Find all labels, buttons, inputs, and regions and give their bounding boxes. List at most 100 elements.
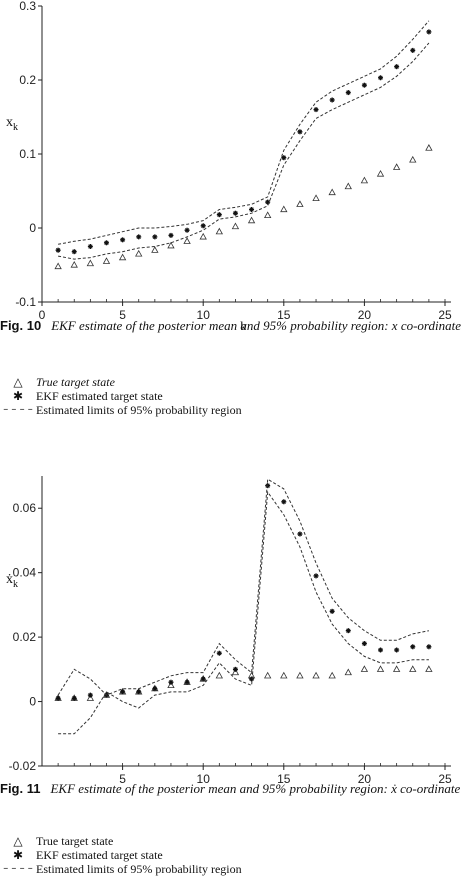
fig10-y-tick-label: 0.2 <box>19 73 36 87</box>
fig10-ekf-estimate-point <box>426 29 432 35</box>
fig10-ekf-estimate-point <box>281 155 287 161</box>
fig11-true-state-point <box>86 694 95 701</box>
fig11-true-state-point <box>328 671 336 679</box>
fig10-true-state-point <box>392 163 401 170</box>
fig10-ekf-estimate-point <box>136 234 142 240</box>
fig11-ekf-estimate-point <box>265 483 271 489</box>
fig10-true-state-point <box>86 259 95 267</box>
fig11-legend-ekf: ✱ EKF estimated target state <box>0 848 474 862</box>
fig11-ekf-estimate-point <box>426 644 432 650</box>
fig10-true-state-point <box>231 222 240 230</box>
fig11-true-state-point <box>392 665 401 672</box>
fig10-legend: △ True target state ✱ EKF estimated targ… <box>0 375 474 417</box>
fig10-ekf-estimate-point <box>345 90 351 96</box>
fig10-x-tick-label: 5 <box>119 308 126 322</box>
triangle-icon: △ <box>13 375 23 389</box>
fig10-true-state-point <box>264 211 272 219</box>
fig10-limit-line-3 <box>58 42 430 260</box>
fig11-ekf-estimate-point <box>394 647 400 653</box>
fig10-ekf-estimate-point <box>152 234 158 240</box>
fig10-x-tick-label: 10 <box>197 308 211 322</box>
fig10-legend-true: △ True target state <box>0 375 474 389</box>
fig10-true-state-point <box>183 237 191 244</box>
fig10-ekf-estimate-point <box>71 249 77 255</box>
dashed-line-icon: – – – – <box>3 404 33 415</box>
fig10-true-state-point <box>199 232 207 240</box>
fig11-limit-line-2 <box>57 478 429 696</box>
fig11-ekf-estimate-point <box>345 628 351 634</box>
dashed-line-icon: – – – – <box>3 863 33 874</box>
fig11-ekf-estimate-point <box>216 650 222 656</box>
fig10-ekf-estimate-point <box>103 240 109 246</box>
fig10-y-axis-label-sub: k <box>13 122 18 133</box>
fig11-ekf-estimate-point <box>378 647 384 653</box>
fig10-caption-text: EKF estimate of the posterior mean and 9… <box>51 318 461 333</box>
fig11-legend-ekf-label: EKF estimated target state <box>36 848 163 862</box>
fig11-y-tick-label: 0 <box>29 695 36 709</box>
fig10-true-state-point <box>296 200 304 207</box>
fig10-true-state-point <box>167 241 175 249</box>
fig10-y-tick-label: 0.1 <box>19 147 36 161</box>
fig10-true-state-point <box>102 257 111 264</box>
fig10-ekf-estimate-point <box>216 212 222 218</box>
fig11-ekf-estimate-point <box>71 695 77 701</box>
fig11-ekf-estimate-point <box>232 666 238 672</box>
fig11-true-state-point <box>264 671 272 679</box>
fig10-ekf-estimate-point <box>120 237 126 243</box>
fig10-y-tick-label: 0.3 <box>19 0 36 13</box>
fig10-x-tick-label: 0 <box>39 308 46 322</box>
fig11-legend-true-label: True target state <box>36 834 114 848</box>
fig10-true-state-point <box>425 144 433 151</box>
fig10-legend-ekf: ✱ EKF estimated target state <box>0 389 474 403</box>
fig11-y-tick-label: 0.06 <box>13 501 37 515</box>
fig11-true-state-point <box>425 665 433 672</box>
fig11-ekf-estimate-point <box>152 686 158 692</box>
fig11-true-state-point <box>231 668 240 676</box>
fig10-true-state-point <box>118 253 127 261</box>
fig11-ekf-estimate-point <box>281 499 287 505</box>
fig11-true-state-point <box>344 668 352 676</box>
fig11-legend-limits: – – – – Estimated limits of 95% probabil… <box>0 862 474 876</box>
fig10-legend-limits-label: Estimated limits of 95% probability regi… <box>36 403 242 417</box>
fig10-true-state-point <box>344 182 352 190</box>
fig11-true-state-point <box>215 671 223 679</box>
fig11-legend: △ True target state ✱ EKF estimated targ… <box>0 834 474 876</box>
fig11-legend-true: △ True target state <box>0 834 474 848</box>
fig11-legend-limits-label: Estimated limits of 95% probability regi… <box>36 862 242 876</box>
star-icon: ✱ <box>12 389 24 403</box>
fig10-true-state-point <box>409 155 417 163</box>
fig11-y-tick-label: -0.02 <box>9 759 37 773</box>
fig10-ekf-estimate-point <box>297 129 303 135</box>
fig11-ekf-estimate-point <box>329 608 335 614</box>
fig10-true-state-point <box>247 216 256 224</box>
fig11-ekf-estimate-point <box>184 679 190 685</box>
fig10-x-tick-label: 25 <box>438 308 452 322</box>
fig10-true-state-point <box>215 227 223 235</box>
fig11-caption-label: Fig. 11 <box>0 781 41 796</box>
fig10-x-tick-label: 20 <box>358 308 372 322</box>
fig10-ekf-estimate-point <box>184 227 190 233</box>
fig11-true-state-point <box>360 665 369 672</box>
fig10-y-tick-label: 0 <box>29 221 36 235</box>
fig11-limit-line-3 <box>58 490 429 735</box>
fig11-ekf-estimate-point <box>200 676 206 682</box>
fig10-ekf-estimate-point <box>410 47 416 53</box>
fig10-legend-limits: – – – – Estimated limits of 95% probabil… <box>0 403 474 417</box>
fig10-ekf-estimate-point <box>249 207 255 212</box>
fig11-x-tick-label: 5 <box>119 772 126 784</box>
fig10-ekf-estimate-point <box>87 244 93 249</box>
fig10-x-axis-label: k <box>240 320 247 330</box>
fig10-ekf-estimate-point <box>313 107 319 113</box>
fig11-ekf-estimate-point <box>313 573 319 579</box>
fig11-x-tick-label: 15 <box>277 772 291 784</box>
fig11-ekf-estimate-point <box>55 695 61 701</box>
fig10-true-state-point <box>151 246 159 253</box>
fig10-ekf-estimate-point <box>329 97 335 103</box>
fig11-ekf-estimate-point <box>410 644 416 650</box>
fig11-ekf-estimate-point <box>249 676 255 682</box>
fig10-ekf-estimate-point <box>232 210 238 216</box>
star-icon: ✱ <box>12 848 24 862</box>
fig10-legend-ekf-label: EKF estimated target state <box>36 389 163 403</box>
fig11-true-state-point <box>312 671 320 679</box>
